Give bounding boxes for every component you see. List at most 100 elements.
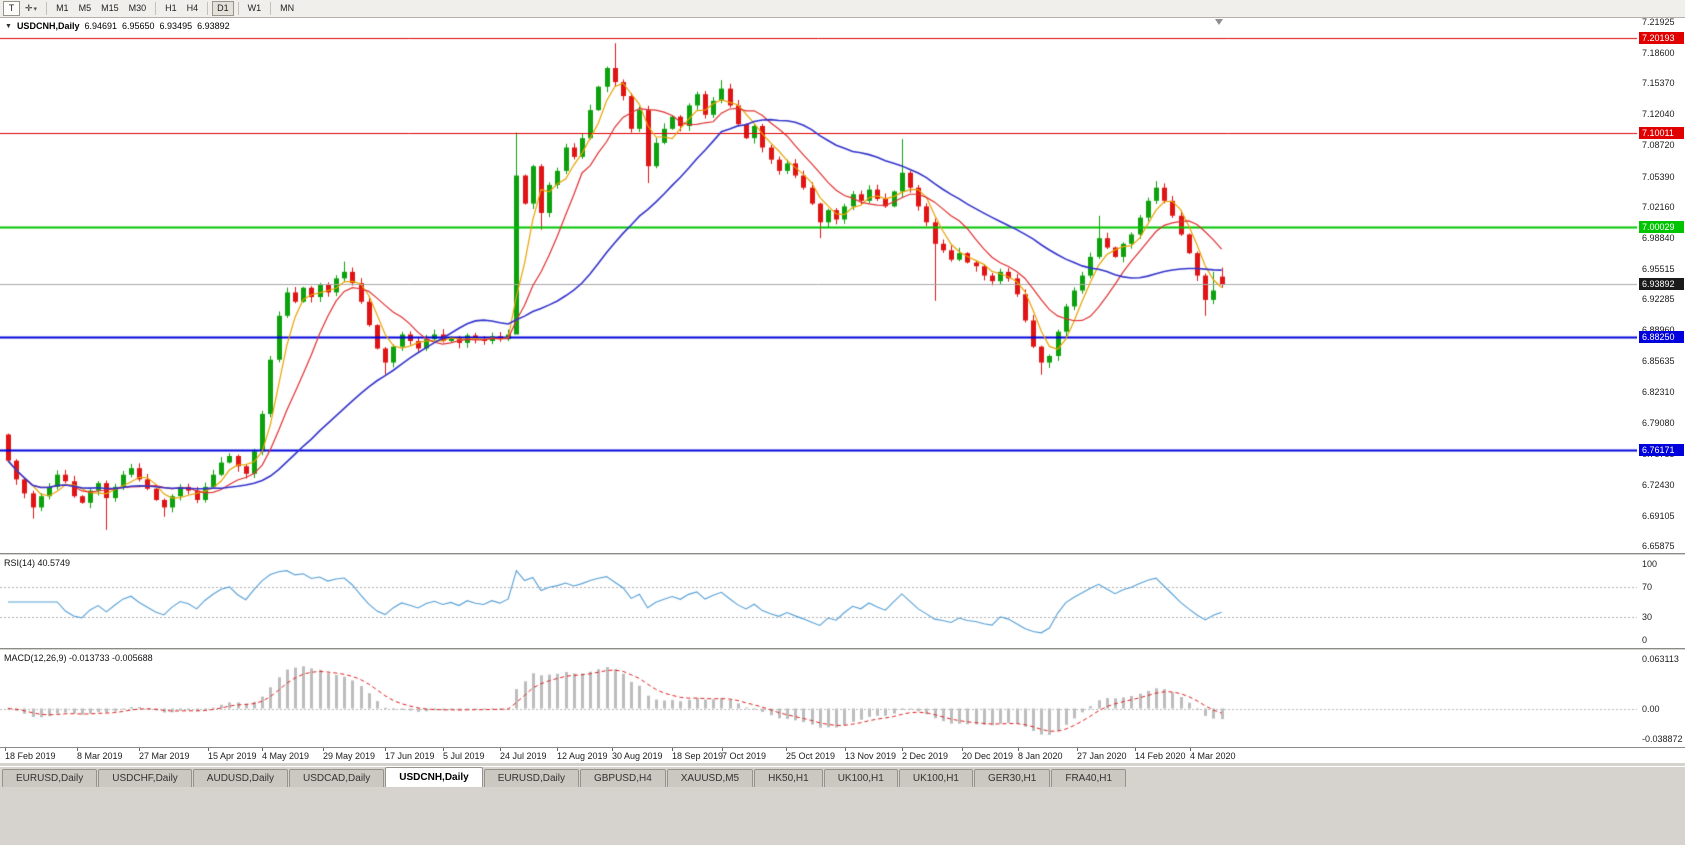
timeframe-button-d1[interactable]: D1 bbox=[212, 1, 234, 16]
price-scale-label: 6.92285 bbox=[1642, 294, 1675, 305]
date-axis-label: 24 Jul 2019 bbox=[500, 751, 547, 761]
hline-price-tag: 6.76171 bbox=[1639, 443, 1684, 456]
chart-tab-usdchf-daily[interactable]: USDCHF,Daily bbox=[98, 769, 192, 787]
timeframe-button-h1[interactable]: H1 bbox=[165, 3, 177, 13]
price-scale-label: 6.88960 bbox=[1642, 325, 1675, 335]
toolbar-separator bbox=[207, 2, 209, 15]
toolbar-separator bbox=[270, 2, 272, 15]
crosshair-tool-button[interactable]: ✛▾ bbox=[20, 1, 42, 16]
chart-tab-uk100-h1[interactable]: UK100,H1 bbox=[823, 769, 898, 787]
date-axis-label: 7 Oct 2019 bbox=[722, 751, 767, 761]
chart-tab-gbpusd-h4[interactable]: GBPUSD,H4 bbox=[579, 769, 666, 787]
chart-tab-eurusd-daily[interactable]: EURUSD,Daily bbox=[483, 769, 579, 787]
date-axis-label: 30 Aug 2019 bbox=[612, 751, 663, 761]
date-axis-label: 13 Nov 2019 bbox=[845, 751, 897, 761]
date-tick bbox=[323, 748, 324, 751]
chart-tab-usdcnh-daily[interactable]: USDCNH,Daily bbox=[385, 767, 483, 787]
date-axis-label: 14 Feb 2020 bbox=[1135, 751, 1186, 761]
price-scale-label: 6.82310 bbox=[1642, 387, 1675, 398]
hline-price-tag: 6.88250 bbox=[1639, 330, 1684, 343]
rsi-scale-label: 30 bbox=[1642, 612, 1653, 623]
toolbar-separator bbox=[46, 2, 48, 15]
chart-tab-xauusd-m5[interactable]: XAUUSD,M5 bbox=[666, 769, 754, 787]
price-scale-label: 6.85635 bbox=[1642, 356, 1675, 367]
timeframe-button-m30[interactable]: M30 bbox=[128, 3, 147, 13]
price-scale-label: 6.69105 bbox=[1642, 510, 1675, 521]
hline-price-tag: 7.10011 bbox=[1639, 127, 1684, 140]
date-axis-label: 4 Mar 2020 bbox=[1190, 751, 1236, 761]
price-scale-label: 6.72430 bbox=[1642, 479, 1675, 490]
toolbar-separator bbox=[237, 2, 239, 15]
price-scale-label: 7.15370 bbox=[1642, 78, 1675, 89]
time-axis[interactable]: 18 Feb 2019 8 Mar 2019 27 Mar 2019 15 Apr 2… bbox=[0, 747, 1685, 763]
chart-tab-fra40-h1[interactable]: FRA40,H1 bbox=[1051, 769, 1127, 787]
rsi-scale-label: 100 bbox=[1642, 559, 1658, 569]
chart-tabs-bar: EURUSD,Daily USDCHF,Daily AUDUSD,Daily USDC… bbox=[0, 766, 1685, 787]
date-tick bbox=[1077, 748, 1078, 751]
price-scale-label: 7.12040 bbox=[1642, 109, 1675, 120]
date-tick bbox=[5, 748, 6, 751]
collapse-toggle-icon[interactable]: ▼ bbox=[5, 22, 12, 30]
ohlc-close: 6.93892 bbox=[197, 21, 230, 31]
macd-panel: MACD(12,26,9) -0.013733 -0.005688 0.0631… bbox=[0, 651, 1685, 747]
timeframe-buttons: M1 M5 M15 M30 H1 H4 D1 W1 MN bbox=[51, 1, 299, 16]
timeframe-button-w1[interactable]: W1 bbox=[247, 3, 262, 13]
date-tick bbox=[262, 748, 263, 751]
date-axis-label: 2 Dec 2019 bbox=[902, 751, 949, 761]
timeframe-button-m15[interactable]: M15 bbox=[101, 3, 119, 13]
date-axis-label: 4 May 2019 bbox=[262, 751, 310, 761]
chart-symbol-period: USDCNH,Daily bbox=[16, 21, 80, 31]
chevron-down-icon: ▾ bbox=[33, 6, 38, 13]
date-axis-label: 18 Feb 2019 bbox=[5, 751, 56, 761]
date-tick bbox=[672, 748, 673, 751]
main-chart-canvas[interactable] bbox=[0, 18, 1637, 553]
price-scale-label: 6.95515 bbox=[1642, 263, 1675, 274]
macd-canvas[interactable] bbox=[0, 651, 1637, 747]
chart-shift-marker[interactable] bbox=[1214, 19, 1223, 25]
date-axis-label: 8 Mar 2019 bbox=[77, 751, 123, 761]
date-axis-label: 18 Sep 2019 bbox=[672, 751, 724, 761]
text-tool-button[interactable]: T bbox=[3, 1, 20, 16]
date-axis-label: 25 Oct 2019 bbox=[786, 751, 836, 761]
rsi-canvas[interactable] bbox=[0, 556, 1637, 648]
timeframe-button-mn[interactable]: MN bbox=[280, 3, 295, 13]
price-scale-label: 7.02160 bbox=[1642, 201, 1675, 212]
chart-tab-uk100-h1[interactable]: UK100,H1 bbox=[898, 769, 973, 787]
chart-tab-usdcad-daily[interactable]: USDCAD,Daily bbox=[289, 769, 385, 787]
panel-separator[interactable] bbox=[0, 553, 1685, 556]
date-axis-label: 27 Mar 2019 bbox=[139, 751, 190, 761]
ohlc-high: 6.95650 bbox=[122, 21, 155, 31]
current-price-tag: 6.93892 bbox=[1639, 278, 1684, 291]
chart-tab-hk50-h1[interactable]: HK50,H1 bbox=[754, 769, 823, 787]
price-scale-label: 7.21925 bbox=[1642, 17, 1675, 27]
macd-label: MACD(12,26,9) -0.013733 -0.005688 bbox=[4, 653, 153, 663]
date-tick bbox=[902, 748, 903, 751]
chart-tab-audusd-daily[interactable]: AUDUSD,Daily bbox=[192, 769, 289, 787]
crosshair-icon: ✛ bbox=[25, 3, 33, 13]
hline-price-tag: 7.00029 bbox=[1639, 220, 1684, 233]
date-tick bbox=[722, 748, 723, 751]
main-chart-panel: ▼ USDCNH,Daily 6.94691 6.95650 6.93495 6… bbox=[0, 17, 1685, 553]
price-scale-label: 7.18600 bbox=[1642, 48, 1675, 59]
price-scale-label: 6.98840 bbox=[1642, 232, 1675, 243]
timeframe-button-m5[interactable]: M5 bbox=[78, 3, 92, 13]
date-tick bbox=[77, 748, 78, 751]
chart-tab-eurusd-daily[interactable]: EURUSD,Daily bbox=[2, 769, 98, 787]
rsi-label: RSI(14) 40.5749 bbox=[4, 558, 71, 568]
rsi-scale-label: 70 bbox=[1642, 581, 1653, 592]
panel-separator[interactable] bbox=[0, 648, 1685, 651]
hline-price-tag: 7.20193 bbox=[1639, 32, 1684, 45]
date-tick bbox=[845, 748, 846, 751]
timeframe-button-h4[interactable]: H4 bbox=[186, 3, 199, 13]
date-axis-label: 8 Jan 2020 bbox=[1018, 751, 1063, 761]
chart-tab-ger30-h1[interactable]: GER30,H1 bbox=[973, 769, 1051, 787]
date-tick bbox=[1190, 748, 1191, 751]
date-tick bbox=[557, 748, 558, 751]
timeframe-button-m1[interactable]: M1 bbox=[56, 3, 69, 13]
date-tick bbox=[208, 748, 209, 751]
date-tick bbox=[443, 748, 444, 751]
date-tick bbox=[139, 748, 140, 751]
rsi-panel: RSI(14) 40.5749 100 70 30 0 bbox=[0, 556, 1685, 648]
ohlc-open: 6.94691 bbox=[84, 21, 117, 31]
